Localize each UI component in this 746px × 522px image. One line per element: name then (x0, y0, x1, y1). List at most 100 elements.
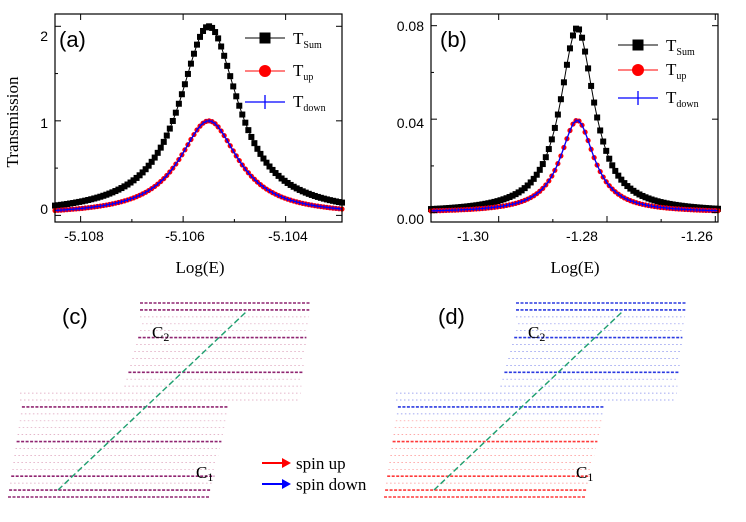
lattice-diagram-d (384, 302, 686, 498)
spin-down-label: spin down (296, 475, 367, 494)
series-sum-point (600, 138, 607, 145)
series-sum-point (154, 149, 161, 156)
series-sum-point (651, 197, 658, 204)
series-sum-point (326, 197, 333, 204)
series-sum-point (639, 192, 646, 199)
c2-label-d: C2 (528, 323, 545, 344)
series-sum-point (197, 33, 204, 40)
series-sum-point (230, 83, 237, 90)
x-tick-b-2: -1.26 (681, 228, 713, 244)
series-sum-point (509, 192, 516, 199)
series-sum-point (227, 73, 234, 80)
series-sum-point (103, 191, 110, 198)
series-sum-point (245, 127, 252, 134)
c1-label-d: C1 (576, 463, 593, 484)
series-sum-point (467, 203, 474, 210)
plot-b-data (428, 25, 721, 214)
c2-label-c: C2 (152, 323, 169, 344)
series-sum-point (305, 190, 312, 197)
series-sum-point (597, 127, 604, 134)
series-sum-point (470, 202, 477, 209)
x-tick-b-0: -1.30 (457, 228, 489, 244)
legend-b-down-label: Tdown (666, 88, 699, 110)
series-sum-point (100, 192, 107, 199)
series-sum-point (200, 27, 207, 34)
series-sum-point (290, 183, 297, 190)
series-sum-point (296, 186, 303, 193)
series-sum-point (242, 119, 249, 126)
series-sum-point (224, 62, 231, 69)
lattice-diagram-c (8, 302, 310, 498)
series-sum-point (515, 189, 522, 196)
series-sum-point (530, 175, 537, 182)
series-sum-point (79, 198, 86, 205)
plot-b-ticks (431, 14, 718, 222)
series-sum-point (82, 197, 89, 204)
series-sum-point (560, 79, 567, 86)
series-sum-point (588, 82, 595, 89)
series-sum-point (106, 190, 113, 197)
series-sum-point (308, 191, 315, 198)
y-tick-a-1: 1 (40, 115, 48, 131)
series-sum-point (579, 34, 586, 41)
series-sum-point (323, 196, 330, 203)
series-sum-point (58, 201, 65, 208)
legend-a-sum-marker (259, 32, 271, 44)
series-sum-point (687, 203, 694, 210)
series-sum-point (627, 185, 634, 192)
series-sum-point (660, 199, 667, 206)
series-sum-point (458, 204, 465, 211)
y-tick-a-0: 0 (40, 201, 48, 217)
legend-b-sum-marker (632, 39, 644, 51)
legend-b-up-marker (632, 64, 644, 76)
series-sum-point (61, 201, 68, 208)
series-sum-point (675, 202, 682, 209)
series-sum-point (621, 180, 628, 187)
series-sum-point (275, 172, 282, 179)
series-sum-point (317, 194, 324, 201)
series-sum-point (160, 138, 167, 145)
series-sum-point (329, 197, 336, 204)
series-sum-point (109, 189, 116, 196)
series-sum-point (311, 192, 318, 199)
series-sum-point (630, 187, 637, 194)
series-sum-point (184, 70, 191, 77)
panel-b: (b) -1.30 -1.28 -1.26 0.00 0.04 0.08 Log… (397, 13, 721, 277)
series-sum-point (172, 109, 179, 116)
series-sum-point (654, 198, 661, 205)
series-sum-point (663, 200, 670, 207)
series-sum-point (187, 60, 194, 67)
series-up-line (430, 120, 719, 212)
x-axis-label-b: Log(E) (550, 258, 599, 277)
series-sum-point (521, 185, 528, 192)
x-tick-a-2: -5.104 (268, 228, 308, 244)
series-sum-point (615, 172, 622, 179)
series-sum-point (284, 179, 291, 186)
y-tick-b-0: 0.00 (397, 211, 424, 227)
series-sum-point (636, 191, 643, 198)
series-sum-point (272, 170, 279, 177)
series-sum-point (320, 195, 327, 202)
series-sum-point (582, 48, 589, 55)
series-sum-point (642, 194, 649, 201)
series-sum-point (527, 179, 534, 186)
series-sum-point (494, 198, 501, 205)
series-sum-point (257, 150, 264, 157)
series-sum-point (594, 114, 601, 121)
series-sum-point (76, 198, 83, 205)
legend-a-up-marker (259, 65, 271, 77)
series-sum-point (115, 186, 122, 193)
plot-b-frame (430, 13, 719, 223)
series-sum-point (332, 198, 339, 205)
legend-b: TSum Tup Tdown (618, 36, 699, 110)
series-sum-point (73, 199, 80, 206)
series-sum-point (121, 183, 128, 190)
series-sum-point (148, 158, 155, 165)
series-sum-point (690, 204, 697, 211)
spin-up-arrow-icon (262, 458, 291, 468)
series-sum-point (157, 144, 164, 151)
series-sum-point (542, 154, 549, 161)
x-axis-label-a: Log(E) (175, 258, 224, 277)
series-sum-point (678, 202, 685, 209)
series-sum-point (97, 193, 104, 200)
